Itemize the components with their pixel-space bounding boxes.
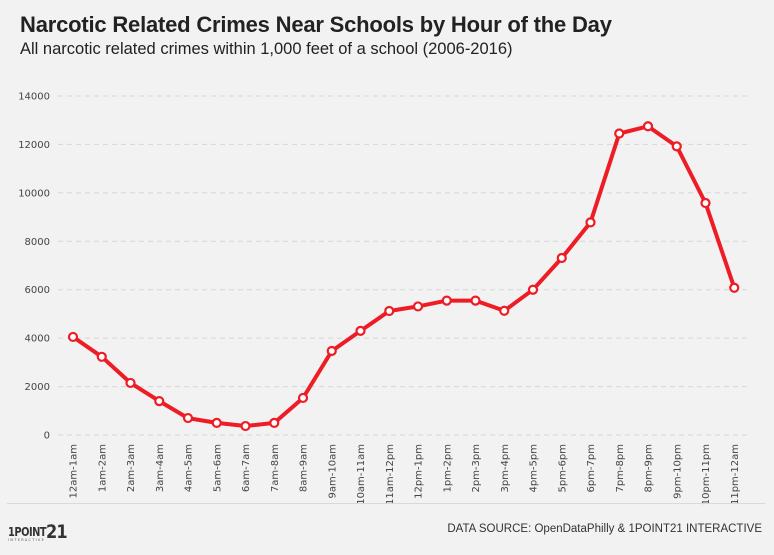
data-point	[470, 295, 481, 306]
y-axis: 0 2000 4000 6000 8000 10000 12000 14000	[18, 92, 50, 442]
x-tick-label: 12pm-1pm	[414, 444, 425, 499]
y-tick-label: 10000	[18, 188, 50, 199]
data-point	[729, 282, 740, 293]
x-tick-label: 9pm-10pm	[672, 444, 683, 499]
y-tick-label: 2000	[25, 382, 50, 393]
x-tick-label: 3am-4am	[155, 444, 166, 492]
x-tick-label: 2pm-3pm	[471, 444, 482, 493]
x-tick-label: 10pm-11pm	[701, 444, 712, 505]
x-tick-label: 4am-5am	[184, 444, 195, 492]
data-point	[614, 128, 625, 139]
chart-title: Narcotic Related Crimes Near Schools by …	[20, 12, 612, 37]
data-point	[527, 284, 539, 295]
line-chart: 0 2000 4000 6000 8000 10000 12000 14000 12am-1a…	[18, 92, 750, 505]
x-tick-label: 7pm-8pm	[615, 444, 626, 493]
data-point	[125, 377, 136, 389]
x-tick-label: 1pm-2pm	[442, 444, 453, 493]
x-tick-label: 5pm-6pm	[557, 444, 568, 493]
data-point	[671, 141, 682, 152]
logo-tagline: INTERACTIVE	[8, 537, 46, 542]
data-point	[642, 121, 654, 132]
data-point	[556, 252, 567, 264]
x-tick-label: 4pm-5pm	[529, 444, 540, 493]
x-tick-label: 8pm-9pm	[644, 444, 655, 493]
data-point	[499, 305, 510, 316]
x-tick-label: 7am-8am	[270, 444, 281, 492]
data-point	[326, 345, 337, 357]
x-tick-label: 3pm-4pm	[500, 444, 511, 493]
x-tick-label: 11pm-12am	[730, 444, 741, 505]
x-tick-label: 11am-12pm	[385, 444, 396, 505]
y-tick-label: 0	[44, 431, 50, 442]
data-markers	[67, 121, 740, 432]
data-point	[297, 392, 309, 404]
gridlines	[58, 95, 750, 436]
y-tick-label: 4000	[25, 334, 50, 345]
data-point	[269, 417, 280, 428]
data-point	[240, 420, 251, 432]
logo-wordmark: 1POINT	[8, 524, 47, 539]
x-tick-label: 5am-6am	[212, 444, 223, 492]
data-point	[412, 301, 424, 312]
data-point	[700, 197, 711, 209]
x-tick-label: 2am-3am	[126, 444, 137, 492]
y-tick-label: 6000	[25, 285, 50, 296]
brand-logo: 1POINT INTERACTIVE 21	[8, 520, 71, 542]
data-point	[355, 325, 366, 336]
series-line	[71, 124, 737, 428]
x-tick-label: 9am-10am	[327, 444, 338, 498]
data-point	[96, 351, 107, 362]
x-tick-label: 6am-7am	[241, 444, 252, 492]
data-point	[211, 417, 222, 428]
data-point	[384, 305, 395, 317]
data-point	[154, 396, 165, 407]
data-point	[441, 295, 452, 306]
data-source: DATA SOURCE: OpenDataPhilly & 1POINT21 I…	[447, 523, 762, 535]
x-tick-label: 12am-1am	[69, 444, 80, 498]
x-axis: 12am-1am 1am-2am 2am-3am 3am-4am 4am-5am 5am-…	[69, 444, 741, 505]
chart-subtitle: All narcotic related crimes within 1,000…	[20, 40, 513, 58]
data-point	[67, 331, 79, 343]
x-tick-label: 10am-11am	[356, 444, 367, 505]
y-tick-label: 14000	[18, 92, 50, 103]
data-point	[585, 217, 596, 228]
footer-divider	[7, 503, 765, 504]
data-point	[182, 412, 194, 424]
x-tick-label: 6pm-7pm	[586, 444, 597, 493]
y-tick-label: 12000	[18, 140, 50, 151]
x-tick-label: 8am-9am	[299, 444, 310, 492]
logo-number: 21	[46, 521, 68, 543]
y-tick-label: 8000	[25, 237, 50, 248]
x-tick-label: 1am-2am	[97, 444, 108, 492]
